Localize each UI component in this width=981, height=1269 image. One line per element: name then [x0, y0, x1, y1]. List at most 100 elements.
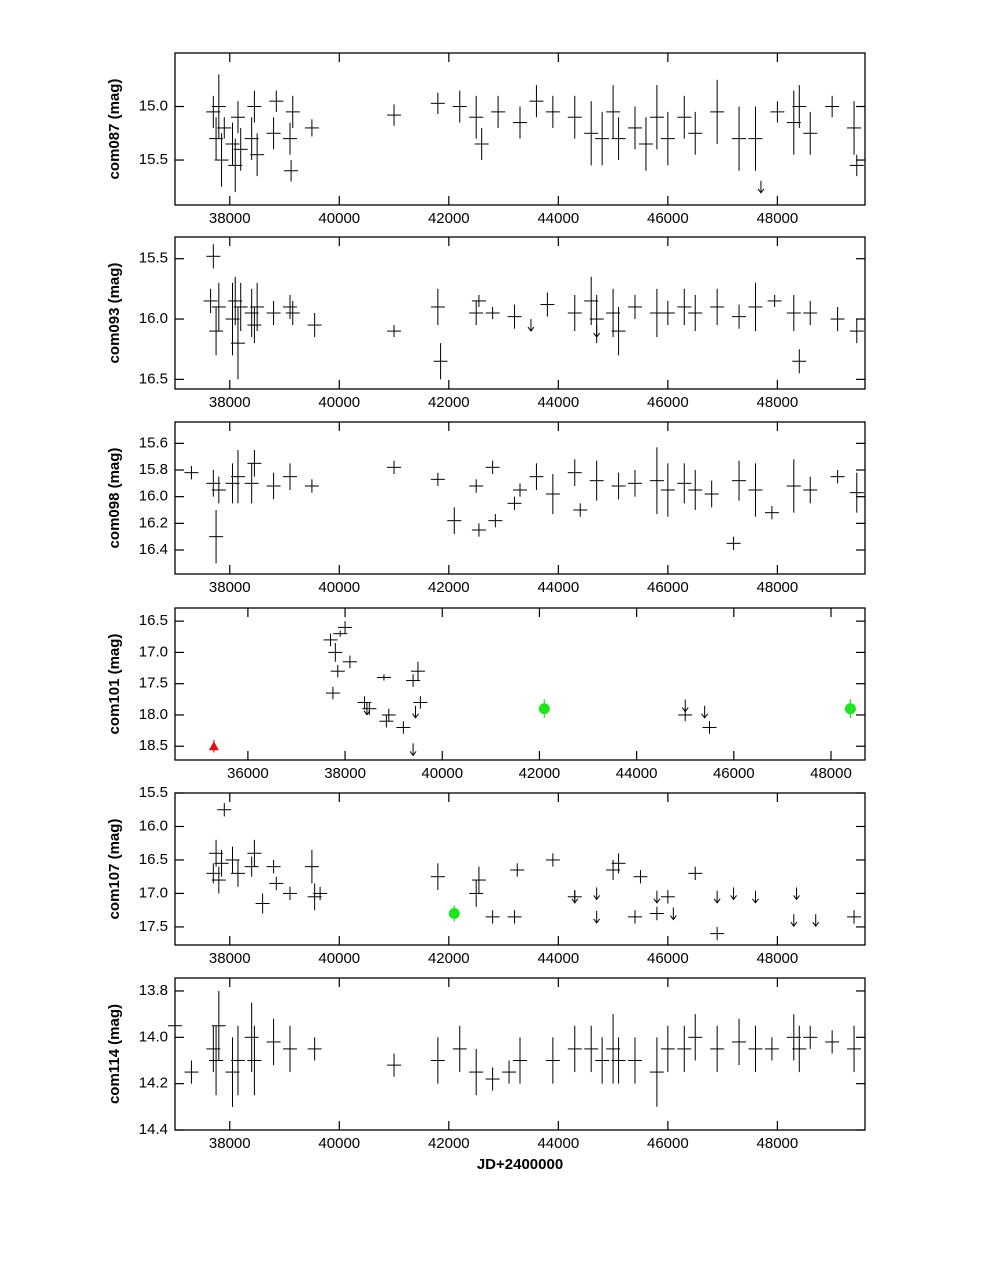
error-point: [704, 480, 719, 508]
error-point: [283, 886, 297, 901]
error-point: [573, 503, 588, 517]
error-point: [847, 910, 862, 924]
plot-frame: [174, 792, 866, 946]
marker-triangle: [208, 741, 219, 751]
error-point: [660, 1025, 675, 1073]
error-point: [584, 1025, 599, 1073]
error-point: [330, 664, 345, 678]
panel: 38000 40000 42000 44000 46000 48000 15.0 15.5 co…: [106, 52, 866, 227]
error-point: [786, 459, 801, 513]
y-tick-label: 18.0: [139, 706, 168, 723]
error-point: [283, 1025, 297, 1073]
error-point: [611, 853, 626, 874]
error-point: [471, 523, 486, 537]
y-tick-label: 15.8: [139, 461, 168, 478]
error-point: [211, 866, 226, 894]
error-point: [325, 686, 340, 700]
error-point: [513, 1037, 527, 1084]
x-tick-label: 46000: [647, 579, 689, 596]
y-tick-label: 16.0: [139, 310, 168, 327]
error-point: [283, 463, 297, 490]
x-tick-label: 40000: [318, 950, 360, 967]
error-point: [250, 282, 265, 332]
error-point: [545, 1037, 560, 1084]
error-point: [732, 106, 747, 171]
upper-limit: [409, 743, 417, 757]
error-point: [469, 479, 484, 493]
limit-arrow: [363, 710, 371, 716]
upper-limit: [713, 890, 721, 904]
x-tick-label: 44000: [537, 1135, 579, 1152]
error-point: [732, 1018, 747, 1066]
error-point: [584, 101, 599, 166]
y-tick-label: 16.0: [139, 817, 168, 834]
error-point: [595, 1037, 610, 1084]
error-point: [266, 472, 281, 500]
x-tick-label: 38000: [209, 394, 251, 411]
error-point: [230, 450, 245, 504]
error-point: [649, 85, 664, 150]
x-tick-label: 44000: [537, 579, 579, 596]
y-tick-label: 17.5: [139, 675, 168, 692]
panel: 38000 40000 42000 44000 46000 48000 13.8 14.0 14…: [106, 977, 866, 1173]
error-point: [485, 1067, 500, 1091]
error-point: [228, 276, 243, 326]
error-point: [726, 536, 741, 550]
x-tick-label: 40000: [318, 579, 360, 596]
x-tick-label: 48000: [810, 765, 852, 782]
error-point: [611, 306, 626, 356]
upper-limit: [593, 910, 601, 924]
error-point: [269, 876, 284, 891]
error-point: [702, 721, 717, 734]
error-point: [764, 1037, 779, 1061]
error-point: [247, 90, 262, 123]
error-point: [452, 90, 467, 123]
x-tick-label: 42000: [428, 950, 470, 967]
error-point: [284, 160, 299, 182]
error-point: [633, 870, 648, 884]
error-point: [595, 111, 610, 166]
upper-limit: [571, 890, 579, 904]
limit-arrow: [713, 898, 721, 904]
y-tick-label: 17.0: [139, 884, 168, 901]
x-tick-label: 40000: [318, 210, 360, 227]
error-point: [307, 313, 322, 338]
upper-limit: [757, 180, 765, 194]
upper-limit: [412, 705, 419, 719]
error-point: [748, 463, 763, 517]
error-point: [447, 507, 462, 534]
error-point: [786, 1014, 801, 1061]
error-point: [545, 95, 560, 128]
x-tick-label: 36000: [227, 765, 269, 782]
error-point: [567, 1025, 582, 1073]
upper-limit: [752, 890, 759, 904]
error-point: [211, 282, 226, 332]
error-point: [849, 319, 864, 344]
limit-arrow: [812, 921, 820, 928]
error-point: [269, 90, 284, 112]
error-point: [266, 300, 281, 326]
error-point: [247, 839, 262, 867]
y-axis-label: com087 (mag): [106, 79, 123, 180]
error-point: [313, 886, 328, 901]
y-tick-label: 16.0: [139, 488, 168, 505]
error-point: [430, 1037, 445, 1084]
error-point: [211, 476, 226, 504]
error-point: [770, 101, 785, 123]
x-tick-label: 42000: [428, 579, 470, 596]
error-point: [244, 463, 259, 504]
error-point: [485, 306, 500, 320]
x-tick-label: 42000: [428, 210, 470, 227]
error-point: [379, 714, 394, 728]
error-point: [387, 460, 402, 474]
special-point: [448, 905, 460, 922]
error-point: [764, 506, 779, 520]
x-tick-label: 42000: [519, 765, 561, 782]
error-point: [786, 90, 801, 155]
plot-frame: [174, 236, 866, 390]
error-point: [510, 863, 525, 877]
error-point: [230, 1025, 245, 1096]
error-point: [803, 111, 818, 155]
limit-arrow: [571, 898, 579, 904]
